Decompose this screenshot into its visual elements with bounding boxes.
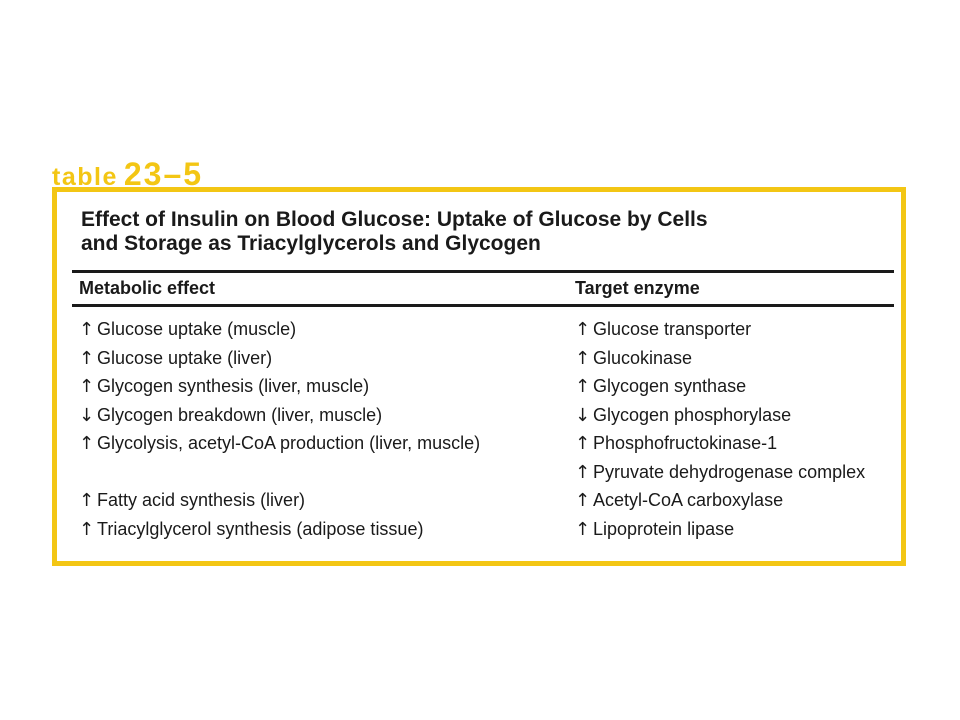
target-enzyme-cell: ↑ Glucokinase	[575, 347, 692, 370]
table-row: ↑ Glucose uptake (liver) ↑ Glucokinase	[57, 347, 901, 376]
target-enzyme-text: Glucokinase	[593, 347, 693, 368]
metabolic-effect-text: Glucose uptake (muscle)	[97, 319, 297, 339]
target-enzyme-cell: ↑ Pyruvate dehydrogenase complex	[575, 461, 865, 484]
target-enzyme-text: Glycogen synthase	[593, 376, 747, 396]
table-body: ↑ Glucose uptake (muscle) ↑ Glucose transpo…	[57, 318, 901, 546]
table-title-line-1: Effect of Insulin on Blood Glucose: Upta…	[81, 208, 708, 231]
effect-direction-arrow-icon: ↑	[79, 319, 95, 340]
target-enzyme-cell: ↑ Lipoprotein lipase	[575, 518, 734, 541]
enzyme-direction-arrow-icon: ↑	[575, 490, 591, 511]
target-enzyme-cell: ↑ Phosphofructokinase-1	[575, 432, 777, 455]
table-row: ↑ Glucose uptake (muscle) ↑ Glucose transpo…	[57, 318, 901, 347]
enzyme-direction-arrow-icon: ↑	[575, 461, 591, 483]
effect-direction-arrow-icon: ↑	[79, 490, 95, 511]
table-row: ↓ Glycogen breakdown (liver, muscle) ↓ Glyc…	[57, 404, 901, 433]
table-row: ↑ Triacylglycerol synthesis (adipose tiss…	[57, 518, 901, 547]
table-title-line-2: and Storage as Triacylglycerols and Glyc…	[81, 232, 541, 255]
enzyme-direction-arrow-icon: ↓	[575, 404, 591, 426]
effect-direction-arrow-icon: ↓	[79, 404, 95, 426]
table-number-label: table 23–5	[52, 158, 203, 190]
table-number: 23–5	[123, 156, 204, 192]
enzyme-direction-arrow-icon: ↑	[575, 376, 591, 397]
metabolic-effect-text: Glycogen synthesis (liver, muscle)	[97, 376, 370, 396]
table-row: ↑ Pyruvate dehydrogenase complex	[57, 461, 901, 490]
metabolic-effect-text: Fatty acid synthesis (liver)	[97, 490, 306, 510]
table-frame: Effect of Insulin on Blood Glucose: Upta…	[52, 187, 906, 566]
header-bottom-rule	[72, 304, 894, 307]
enzyme-direction-arrow-icon: ↑	[575, 347, 591, 369]
target-enzyme-cell: ↑ Acetyl-CoA carboxylase	[575, 489, 783, 512]
target-enzyme-text: Glycogen phosphorylase	[593, 404, 792, 425]
column-header-metabolic-effect: Metabolic effect	[79, 278, 216, 298]
metabolic-effect-cell: ↑ Triacylglycerol synthesis (adipose tiss…	[79, 518, 423, 541]
effect-direction-arrow-icon: ↑	[79, 518, 95, 540]
metabolic-effect-cell: ↑ Fatty acid synthesis (liver)	[79, 489, 305, 512]
column-header-target-enzyme: Target enzyme	[575, 278, 700, 298]
metabolic-effect-cell: ↑ Glucose uptake (muscle)	[79, 318, 296, 341]
metabolic-effect-text: Glycogen breakdown (liver, muscle)	[97, 404, 383, 425]
target-enzyme-text: Lipoprotein lipase	[593, 518, 735, 539]
metabolic-effect-text: Glucose uptake (liver)	[97, 347, 273, 368]
effect-direction-arrow-icon: ↑	[79, 376, 95, 397]
table-row: ↑ Fatty acid synthesis (liver) ↑ Acetyl-CoA…	[57, 489, 901, 518]
enzyme-direction-arrow-icon: ↑	[575, 433, 591, 454]
target-enzyme-text: Glucose transporter	[593, 319, 752, 339]
table-row: ↑ Glycolysis, acetyl-CoA production (live…	[57, 432, 901, 461]
target-enzyme-cell: ↓ Glycogen phosphorylase	[575, 404, 791, 427]
table-word: table	[52, 163, 118, 191]
metabolic-effect-cell: ↑ Glycolysis, acetyl-CoA production (live…	[79, 432, 480, 455]
header-top-rule	[72, 270, 894, 273]
target-enzyme-cell: ↑ Glucose transporter	[575, 318, 751, 341]
metabolic-effect-cell	[79, 461, 97, 483]
target-enzyme-text: Phosphofructokinase-1	[593, 433, 778, 453]
target-enzyme-text: Pyruvate dehydrogenase complex	[593, 461, 866, 482]
target-enzyme-cell: ↑ Glycogen synthase	[575, 375, 746, 398]
target-enzyme-text: Acetyl-CoA carboxylase	[593, 490, 784, 510]
enzyme-direction-arrow-icon: ↑	[575, 518, 591, 540]
metabolic-effect-cell: ↓ Glycogen breakdown (liver, muscle)	[79, 404, 382, 427]
enzyme-direction-arrow-icon: ↑	[575, 319, 591, 340]
metabolic-effect-text: Glycolysis, acetyl-CoA production (liver…	[97, 433, 481, 453]
table-row: ↑ Glycogen synthesis (liver, muscle) ↑ Glyc…	[57, 375, 901, 404]
effect-direction-arrow-icon: ↑	[79, 433, 95, 454]
effect-direction-arrow-icon: ↑	[79, 347, 95, 369]
metabolic-effect-cell: ↑ Glucose uptake (liver)	[79, 347, 272, 370]
metabolic-effect-cell: ↑ Glycogen synthesis (liver, muscle)	[79, 375, 369, 398]
metabolic-effect-text: Triacylglycerol synthesis (adipose tissu…	[97, 518, 424, 539]
table-title: Effect of Insulin on Blood Glucose: Upta…	[81, 208, 708, 256]
